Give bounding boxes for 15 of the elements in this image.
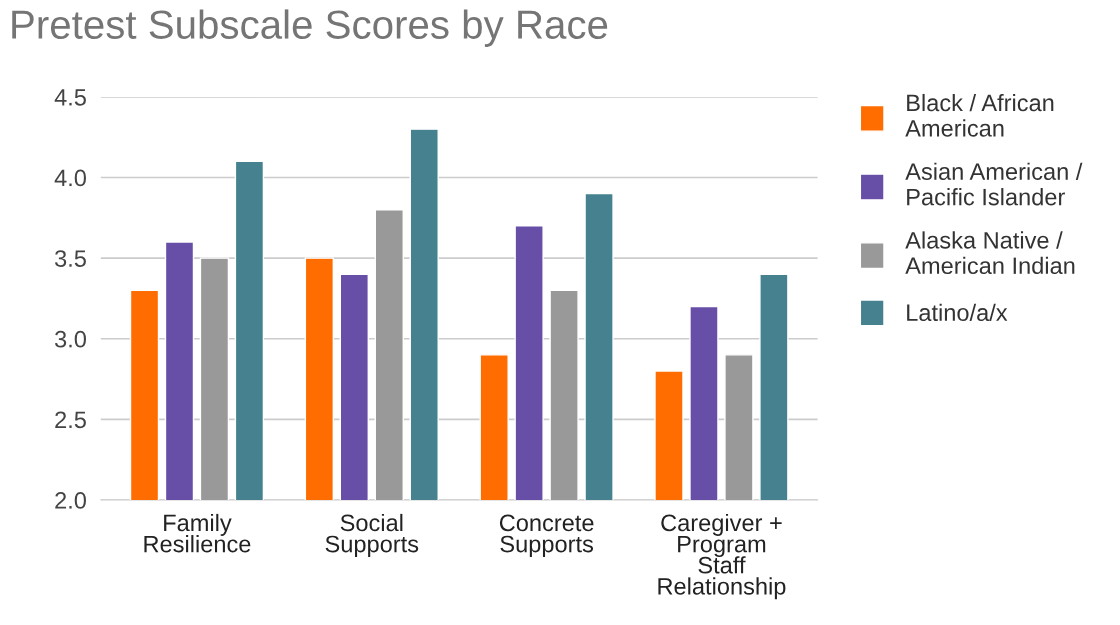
x-tick-label: Caregiver + Program Staff Relationship	[658, 513, 786, 600]
y-tick-label: 3.5	[54, 250, 86, 267]
y-tick-label: 4.0	[54, 169, 86, 187]
x-tick-label: Family Resilience	[144, 513, 251, 553]
legend-label: Asian American / Pacific Islander	[905, 162, 1083, 206]
y-tick-label: 2.5	[55, 411, 86, 429]
legend-label: Black / African American	[905, 93, 1054, 137]
legend-label: Latino/a/x	[907, 303, 1008, 322]
chart-title: Pretest Subscale Scores by Race	[12, 9, 608, 47]
y-tick-label: 4.5	[54, 89, 86, 106]
y-tick-label: 3.0	[54, 330, 86, 348]
y-tick-label: 2.0	[55, 492, 86, 509]
x-tick-label: Concrete Supports	[499, 514, 594, 558]
legend-label: Alaska Native / American Indian	[905, 231, 1075, 275]
x-tick-label: Social Supports	[325, 513, 419, 558]
